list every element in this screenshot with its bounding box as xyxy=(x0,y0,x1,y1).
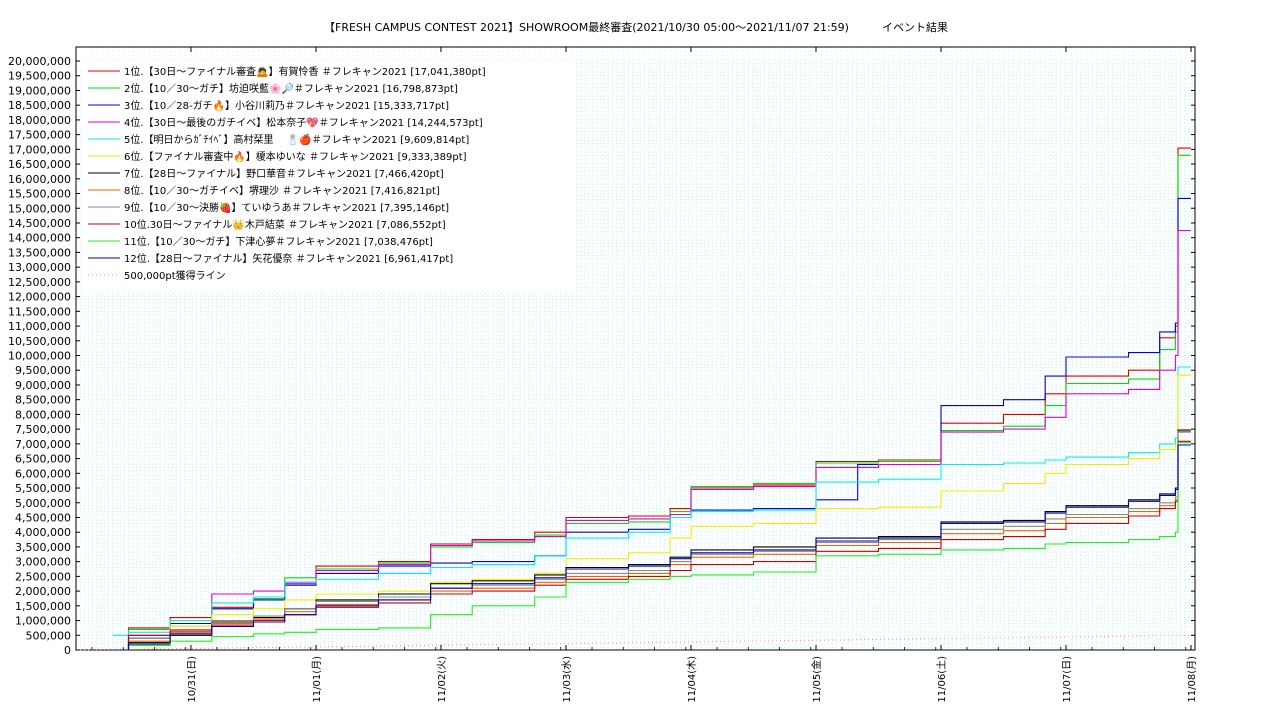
x-tick-label: 11/05(金) xyxy=(810,656,823,703)
y-tick-label: 7,500,000 xyxy=(15,423,71,436)
x-tick-label: 11/01(月) xyxy=(311,656,323,703)
y-tick-label: 6,000,000 xyxy=(15,467,71,480)
y-tick-label: 17,500,000 xyxy=(8,129,71,142)
y-tick-label: 15,000,000 xyxy=(8,202,71,215)
legend-label: 1位.【30日〜ファイナル審査🙇】有賀怜香 ＃フレキャン2021 [17,041… xyxy=(124,65,486,78)
y-tick-label: 18,000,000 xyxy=(8,114,71,127)
y-tick-label: 11,500,000 xyxy=(8,305,71,318)
legend-label: 6位.【ファイナル審査中🔥】榎本ゆいな ＃フレキャン2021 [9,333,38… xyxy=(124,150,467,163)
y-tick-label: 1,000,000 xyxy=(15,615,71,628)
y-tick-label: 14,000,000 xyxy=(8,232,71,245)
x-tick-label: 11/02(火) xyxy=(436,656,448,703)
y-tick-label: 14,500,000 xyxy=(8,217,71,230)
series-line-11 xyxy=(112,442,1191,651)
legend: 1位.【30日〜ファイナル審査🙇】有賀怜香 ＃フレキャン2021 [17,041… xyxy=(82,61,574,291)
legend-label: 10位.30日〜ファイナル👑木戸結菜 ＃フレキャン2021 [7,086,552… xyxy=(124,218,446,231)
y-tick-label: 16,500,000 xyxy=(8,158,71,171)
x-tick-label: 11/03(水) xyxy=(561,656,573,703)
y-tick-label: 6,500,000 xyxy=(15,453,71,466)
y-tick-label: 12,500,000 xyxy=(8,276,71,289)
x-tick-label: 10/31(日) xyxy=(187,656,198,703)
y-tick-label: 10,500,000 xyxy=(8,335,71,348)
y-tick-label: 8,500,000 xyxy=(15,394,71,407)
y-tick-label: 18,500,000 xyxy=(8,99,71,112)
y-tick-label: 15,500,000 xyxy=(8,188,71,201)
y-tick-label: 20,000,000 xyxy=(8,55,71,68)
y-tick-label: 500,000 xyxy=(26,629,72,642)
y-tick-label: 19,000,000 xyxy=(8,84,71,97)
legend-box xyxy=(82,61,574,291)
y-tick-label: 17,000,000 xyxy=(8,143,71,156)
y-tick-label: 3,500,000 xyxy=(15,541,71,554)
y-tick-label: 4,500,000 xyxy=(15,511,71,524)
chart-grid xyxy=(76,47,1195,651)
legend-label: 8位.【10／30〜ガチイベ】堺理沙 ＃フレキャン2021 [7,416,821… xyxy=(124,184,440,197)
y-tick-label: 4,000,000 xyxy=(15,526,71,539)
series-line-5 xyxy=(112,366,1191,636)
y-tick-label: 5,500,000 xyxy=(15,482,71,495)
y-tick-label: 12,000,000 xyxy=(8,291,71,304)
series-line-12 xyxy=(112,444,1191,651)
y-tick-label: 0 xyxy=(64,644,71,657)
y-tick-label: 7,000,000 xyxy=(15,438,71,451)
legend-label: 3位.【10／28-ガチ🔥】小谷川莉乃＃フレキャン2021 [15,333,71… xyxy=(124,99,449,112)
y-tick-label: 9,500,000 xyxy=(15,364,71,377)
y-tick-label: 2,000,000 xyxy=(15,585,71,598)
y-tick-label: 10,000,000 xyxy=(8,350,71,363)
legend-label: 4位.【30日〜最後のガチイベ】松本奈子💖＃フレキャン2021 [14,244,… xyxy=(124,116,483,129)
x-tick-label: 11/06(土) xyxy=(935,656,948,703)
series-line-10 xyxy=(112,440,1191,651)
legend-label: 11位.【10／30〜ガチ】下津心夢＃フレキャン2021 [7,038,476p… xyxy=(124,235,433,248)
legend-label: 7位.【28日〜ファイナル】野口華音＃フレキャン2021 [7,466,420p… xyxy=(124,167,444,180)
chart-title: 【FRESH CAMPUS CONTEST 2021】SHOWROOM最終審査(… xyxy=(324,21,948,34)
y-tick-label: 2,500,000 xyxy=(15,570,71,583)
x-tick-label: 11/04(木) xyxy=(686,656,698,703)
y-tick-label: 8,000,000 xyxy=(15,408,71,421)
reference-line xyxy=(75,634,1196,651)
legend-label: 9位.【10／30〜決勝🍓】ていゆうあ＃フレキャン2021 [7,395,146… xyxy=(124,201,449,214)
y-tick-label: 16,000,000 xyxy=(8,173,71,186)
y-tick-label: 13,000,000 xyxy=(8,261,71,274)
y-tick-label: 5,000,000 xyxy=(15,497,71,510)
y-tick-label: 11,000,000 xyxy=(8,320,71,333)
legend-label: 5位.【明日からｶﾞﾁｲﾍﾞ】高村栞里 🧂🍎＃フレキャン2021 [9,609,… xyxy=(124,133,469,146)
series-lines xyxy=(112,147,1191,651)
x-axis: 10/31(日) 11/01(月) 11/02(火) 11/03(水) 11/04(木)… xyxy=(91,47,1198,703)
plot-frame xyxy=(75,46,1196,651)
x-tick-label: 11/08(月) xyxy=(1186,656,1198,703)
x-tick-label: 11/07(日) xyxy=(1062,656,1073,703)
y-tick-label: 3,000,000 xyxy=(15,556,71,569)
series-line-4 xyxy=(112,229,1191,651)
legend-label: 2位.【10／30〜ガチ】坊迫咲藍🌸🔎＃フレキャン2021 [16,798,87… xyxy=(124,82,458,95)
reference-line-group xyxy=(75,634,1196,651)
legend-label: 500,000pt獲得ライン xyxy=(124,269,226,282)
legend-label: 12位.【28日〜ファイナル】矢花優奈 ＃フレキャン2021 [6,961,41… xyxy=(124,252,453,265)
y-tick-label: 9,000,000 xyxy=(15,379,71,392)
y-tick-label: 13,500,000 xyxy=(8,246,71,259)
y-tick-label: 19,500,000 xyxy=(8,70,71,83)
y-tick-label: 1,500,000 xyxy=(15,600,71,613)
series-line-6 xyxy=(112,374,1191,651)
